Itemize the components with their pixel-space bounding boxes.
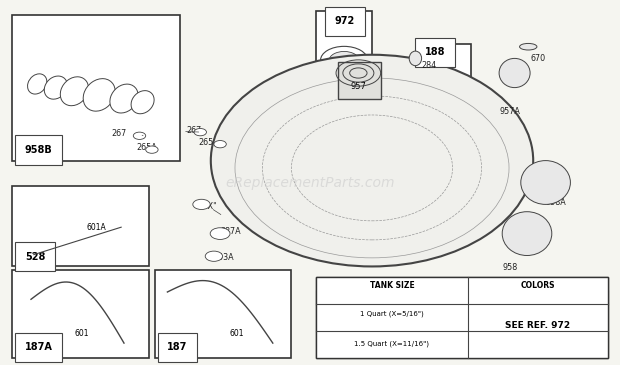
Text: 958B: 958B: [25, 145, 53, 155]
FancyBboxPatch shape: [338, 62, 381, 99]
Ellipse shape: [502, 212, 552, 256]
Circle shape: [210, 228, 230, 239]
Ellipse shape: [409, 51, 422, 66]
FancyBboxPatch shape: [316, 11, 372, 99]
Text: 957: 957: [350, 82, 366, 91]
Circle shape: [329, 51, 359, 69]
FancyBboxPatch shape: [12, 15, 180, 161]
FancyBboxPatch shape: [316, 277, 608, 358]
Text: 267: 267: [112, 129, 127, 138]
Text: 972: 972: [335, 16, 355, 26]
Text: 387A: 387A: [220, 227, 241, 236]
Text: 601: 601: [74, 329, 89, 338]
Text: 265A: 265A: [136, 143, 157, 152]
FancyBboxPatch shape: [12, 270, 149, 358]
Ellipse shape: [110, 84, 138, 113]
Text: 267: 267: [186, 126, 202, 135]
Text: 670: 670: [530, 54, 545, 63]
Circle shape: [146, 146, 158, 153]
Ellipse shape: [211, 55, 533, 266]
Text: 1 Quart (X=5/16"): 1 Quart (X=5/16"): [360, 311, 424, 317]
Text: 528: 528: [25, 252, 45, 262]
Ellipse shape: [131, 91, 154, 114]
Circle shape: [214, 141, 226, 148]
Text: 958A: 958A: [546, 198, 566, 207]
Ellipse shape: [60, 77, 89, 106]
Text: 284: 284: [422, 61, 436, 70]
Circle shape: [194, 128, 206, 136]
Ellipse shape: [44, 76, 68, 99]
Text: 265: 265: [198, 138, 214, 147]
Text: 957A: 957A: [499, 107, 520, 116]
Text: 601: 601: [229, 329, 244, 338]
Text: "X": "X": [205, 202, 218, 211]
Circle shape: [133, 132, 146, 139]
Text: 1.5 Quart (X=11/16"): 1.5 Quart (X=11/16"): [355, 341, 430, 347]
Text: 188: 188: [425, 47, 445, 57]
FancyBboxPatch shape: [12, 186, 149, 266]
Ellipse shape: [499, 58, 530, 88]
Ellipse shape: [27, 74, 47, 94]
FancyBboxPatch shape: [316, 277, 608, 358]
Ellipse shape: [520, 43, 537, 50]
Text: 958: 958: [502, 263, 518, 272]
Text: COLORS: COLORS: [520, 281, 555, 290]
FancyBboxPatch shape: [155, 270, 291, 358]
Text: TANK SIZE: TANK SIZE: [370, 281, 414, 290]
FancyBboxPatch shape: [418, 44, 471, 91]
Text: 187A: 187A: [25, 342, 53, 352]
FancyBboxPatch shape: [316, 290, 608, 305]
Ellipse shape: [521, 161, 570, 204]
Text: 353A: 353A: [214, 253, 234, 262]
Circle shape: [205, 251, 223, 261]
Circle shape: [321, 46, 368, 74]
Text: 601A: 601A: [87, 223, 107, 232]
Text: SEE REF. 972: SEE REF. 972: [505, 321, 570, 330]
Ellipse shape: [83, 78, 115, 111]
Circle shape: [193, 199, 210, 210]
Text: 187: 187: [167, 342, 188, 352]
Text: eReplacementParts.com: eReplacementParts.com: [225, 176, 395, 189]
